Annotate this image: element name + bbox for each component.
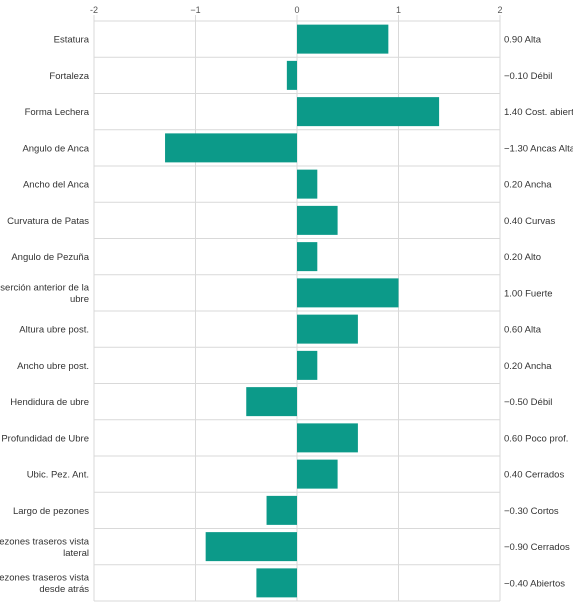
value-label: 0.20 Ancha xyxy=(504,361,552,372)
category-label: Profundidad de Ubre xyxy=(1,433,89,444)
category-label: Ancho del Anca xyxy=(23,180,90,191)
grid-layer xyxy=(93,15,501,602)
category-label: Forma Lechera xyxy=(25,107,90,118)
category-label: Curvatura de Patas xyxy=(7,216,89,227)
label-layer: -2 −1 0 1 2 Estatura 0.90 Alta Fortaleza −0.10 D… xyxy=(0,5,573,595)
bar xyxy=(266,495,297,525)
value-label: 0.40 Curvas xyxy=(504,216,555,227)
category-label: Pezones traseros vista lateral xyxy=(0,536,90,559)
value-label: −0.30 Cortos xyxy=(504,506,559,517)
category-label: Hendidura de ubre xyxy=(10,397,89,408)
bar xyxy=(297,314,358,344)
bar xyxy=(297,205,338,235)
category-label: Inserción anterior de la ubre xyxy=(0,283,90,306)
value-label: 0.40 Cerrados xyxy=(504,470,564,481)
category-label: Angulo de Anca xyxy=(22,143,89,154)
bar xyxy=(165,133,297,163)
value-label: −1.30 Ancas Altas xyxy=(504,143,573,154)
x-tick-label: −1 xyxy=(190,5,200,15)
value-label: 0.20 Ancha xyxy=(504,180,552,191)
x-tick-label: 0 xyxy=(294,5,299,15)
category-label: Estatura xyxy=(54,35,90,46)
category-label: Ancho ubre post. xyxy=(17,361,89,372)
category-label: Pezones traseros vista desde atrás xyxy=(0,573,90,596)
value-label: −0.50 Débil xyxy=(504,397,552,408)
bar xyxy=(297,459,338,489)
value-label: 0.90 Alta xyxy=(504,35,542,46)
bar xyxy=(297,278,399,308)
category-label: Largo de pezones xyxy=(13,506,89,517)
category-label: Fortaleza xyxy=(49,71,89,82)
bar xyxy=(286,60,297,90)
bar xyxy=(256,568,297,598)
x-tick-label: 2 xyxy=(497,5,502,15)
bar xyxy=(246,387,297,417)
value-label: 0.20 Alto xyxy=(504,252,541,263)
bar xyxy=(205,532,297,562)
value-label: 1.00 Fuerte xyxy=(504,288,553,299)
category-label: Angulo de Pezuña xyxy=(11,252,89,263)
value-label: 0.60 Poco prof. xyxy=(504,433,568,444)
bar xyxy=(297,24,389,54)
bar xyxy=(297,169,318,199)
bar xyxy=(297,423,358,453)
bar xyxy=(297,350,318,380)
value-label: −0.10 Débil xyxy=(504,71,552,82)
value-label: 0.60 Alta xyxy=(504,325,542,336)
bar-layer xyxy=(165,24,440,598)
bar xyxy=(297,242,318,272)
bar xyxy=(297,97,440,127)
value-label: −0.90 Cerrados xyxy=(504,542,570,553)
x-tick-label: 1 xyxy=(396,5,401,15)
category-label: Ubic. Pez. Ant. xyxy=(27,470,89,481)
x-tick-label: -2 xyxy=(90,5,98,15)
value-label: 1.40 Cost. abierto xyxy=(504,107,573,118)
category-label: Altura ubre post. xyxy=(19,325,89,336)
value-label: −0.40 Abiertos xyxy=(504,578,565,589)
